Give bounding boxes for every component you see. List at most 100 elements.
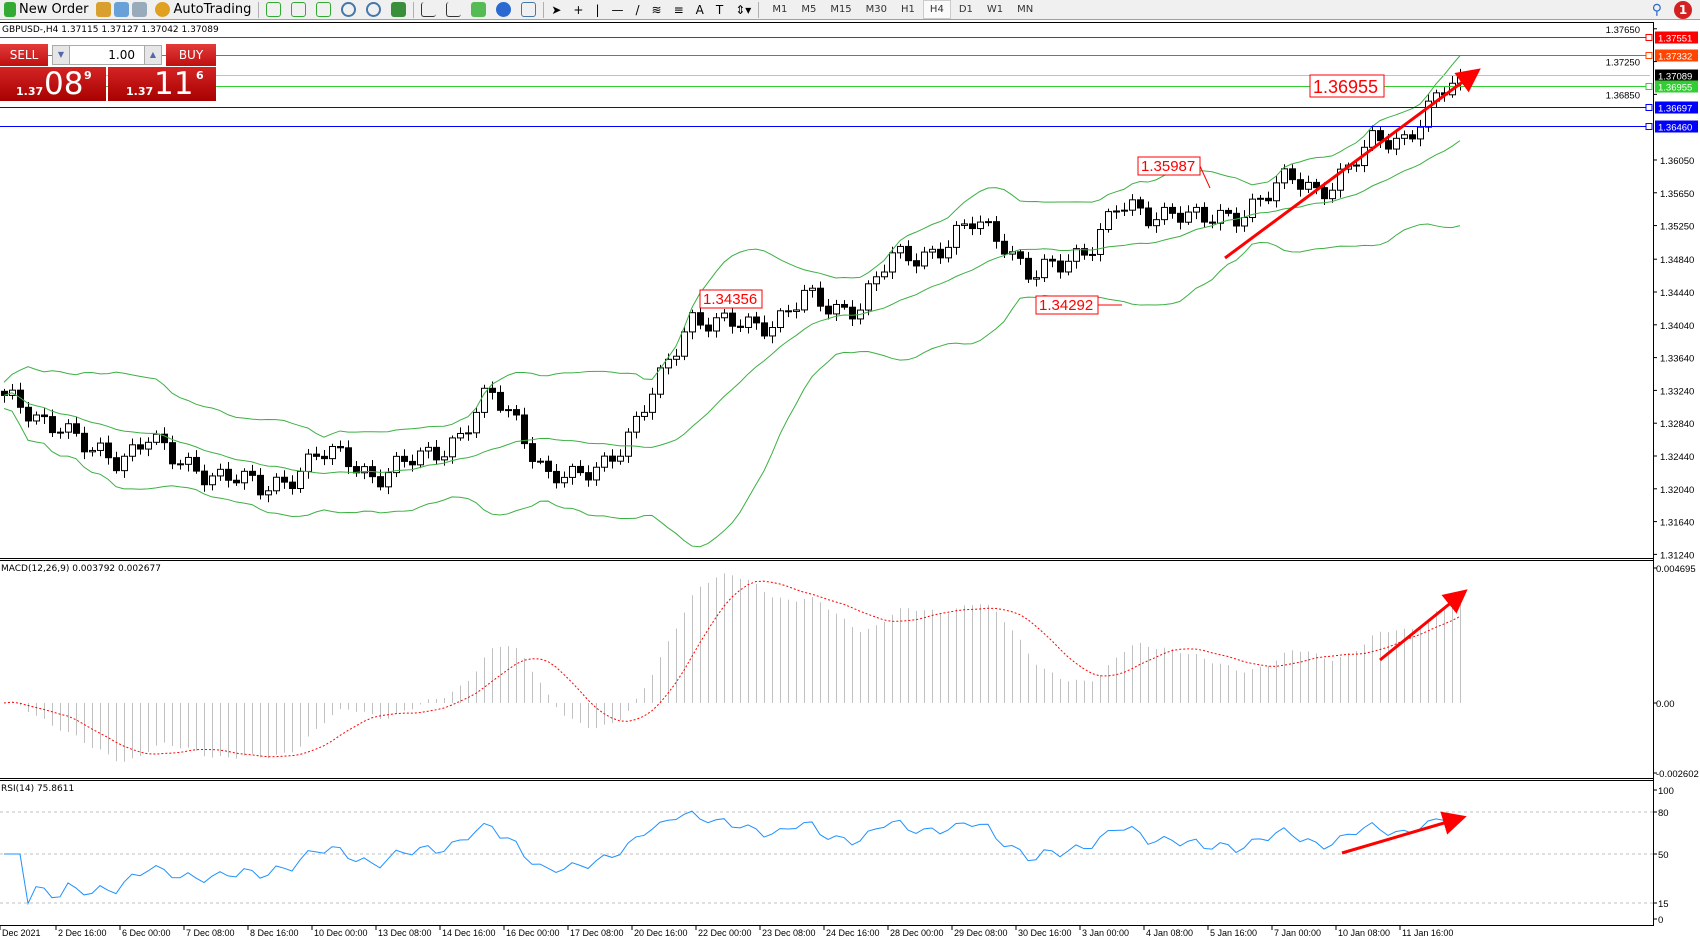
buy-price[interactable]: 1.37 11 6 bbox=[108, 67, 216, 101]
text-icon[interactable]: A bbox=[695, 2, 704, 17]
candle-body bbox=[1241, 217, 1248, 227]
timeframe-m30[interactable]: M30 bbox=[865, 4, 888, 15]
fibonacci-icon[interactable]: ≡ bbox=[673, 2, 684, 17]
price-tick-label: 1.34440 bbox=[1660, 288, 1694, 299]
price-level-tag bbox=[1655, 120, 1698, 133]
macd-label: MACD(12,26,9) 0.003792 0.002677 bbox=[1, 564, 161, 574]
candle-body bbox=[241, 470, 248, 484]
price-level-tag bbox=[1655, 31, 1698, 44]
candle-body bbox=[1193, 206, 1200, 213]
candle bbox=[1049, 255, 1056, 268]
time-tick-label: 11 Jan 16:00 bbox=[1402, 928, 1453, 938]
candle-body bbox=[1033, 277, 1040, 280]
buy-button[interactable]: BUY bbox=[166, 44, 216, 66]
trend-arrow-macd[interactable] bbox=[1379, 589, 1468, 662]
channel-icon[interactable]: ≋ bbox=[651, 2, 662, 17]
search-icon[interactable]: ⚲ bbox=[1651, 2, 1662, 18]
bar-chart-icon[interactable] bbox=[266, 2, 282, 17]
new-order-button[interactable]: New Order bbox=[0, 0, 92, 20]
candle-body bbox=[729, 312, 736, 327]
candle-body bbox=[929, 248, 936, 253]
candle-body bbox=[881, 271, 888, 278]
timeframe-m15[interactable]: M15 bbox=[830, 4, 852, 15]
chart-shift-icon[interactable] bbox=[446, 2, 462, 17]
trend-arrow-rsi[interactable] bbox=[1341, 811, 1467, 855]
candle bbox=[1281, 164, 1288, 189]
autoscroll-icon[interactable] bbox=[421, 2, 437, 17]
lot-increase-button[interactable]: ▲ bbox=[144, 45, 162, 65]
annotation-price: 1.35987 bbox=[1141, 158, 1195, 175]
candle-body bbox=[673, 355, 680, 360]
indicators-icon[interactable] bbox=[471, 2, 487, 17]
timeframe-m5[interactable]: M5 bbox=[801, 4, 817, 15]
level-handle[interactable] bbox=[1645, 34, 1653, 41]
sell-price[interactable]: 1.37 08 9 bbox=[0, 67, 106, 101]
candle bbox=[321, 450, 328, 466]
notifications-badge[interactable]: 1 bbox=[1674, 1, 1692, 19]
line-chart-icon[interactable] bbox=[316, 2, 332, 17]
level-handle[interactable] bbox=[1645, 83, 1653, 90]
candle bbox=[961, 219, 968, 230]
level-handle[interactable] bbox=[1645, 104, 1653, 111]
candle bbox=[969, 216, 976, 236]
timeframe-w1[interactable]: W1 bbox=[986, 4, 1004, 15]
text-label-icon[interactable]: T bbox=[715, 2, 724, 17]
candlestick-icon[interactable] bbox=[291, 2, 307, 17]
zoom-in-icon[interactable] bbox=[341, 2, 357, 17]
sell-button[interactable]: SELL bbox=[0, 44, 48, 66]
trend-arrow-price[interactable] bbox=[1224, 68, 1481, 260]
zoom-out-icon[interactable] bbox=[366, 2, 382, 17]
crosshair-icon[interactable]: + bbox=[573, 2, 584, 17]
lot-decrease-button[interactable]: ▼ bbox=[52, 45, 70, 65]
signal-icon[interactable] bbox=[132, 2, 148, 17]
rsi-tick-label: 50 bbox=[1658, 850, 1669, 861]
candle bbox=[281, 470, 288, 489]
cursor-icon[interactable]: ➤ bbox=[551, 2, 562, 17]
candle bbox=[1017, 248, 1024, 265]
candle bbox=[1409, 130, 1416, 143]
candle-body bbox=[137, 444, 144, 450]
annotation-box[interactable] bbox=[699, 289, 763, 309]
level-handle[interactable] bbox=[1645, 52, 1653, 59]
periods-icon[interactable] bbox=[496, 2, 512, 17]
trendline-icon[interactable]: / bbox=[635, 2, 640, 17]
price-tick-label: 1.31240 bbox=[1660, 550, 1694, 561]
tile-windows-icon[interactable] bbox=[391, 2, 407, 17]
candle-body bbox=[609, 455, 616, 462]
time-tick-label: 7 Dec 08:00 bbox=[186, 928, 235, 938]
candle bbox=[1153, 212, 1160, 233]
candle bbox=[753, 311, 760, 330]
vertical-line-icon[interactable]: | bbox=[595, 2, 600, 17]
timeframe-mn[interactable]: MN bbox=[1017, 4, 1034, 15]
candle-body bbox=[1137, 199, 1144, 209]
candle bbox=[585, 465, 592, 487]
timeframe-m1[interactable]: M1 bbox=[772, 4, 788, 15]
annotation-box[interactable] bbox=[1309, 74, 1385, 98]
candle bbox=[137, 437, 144, 455]
candle-body bbox=[985, 221, 992, 224]
arrows-icon[interactable]: ⇕▾ bbox=[735, 2, 752, 17]
annotation-leader bbox=[1199, 165, 1211, 189]
candle bbox=[233, 474, 240, 486]
horizontal-line-icon[interactable]: — bbox=[611, 2, 624, 17]
candle-body bbox=[1265, 197, 1272, 202]
annotation-box[interactable] bbox=[1137, 156, 1201, 176]
toolbar: New Order AutoTrading ➤ + | — / ≋ ≡ A T … bbox=[0, 0, 1700, 20]
metaeditor-icon[interactable] bbox=[96, 2, 112, 17]
templates-icon[interactable] bbox=[521, 2, 537, 17]
timeframe-h1[interactable]: H1 bbox=[901, 4, 915, 15]
candle bbox=[289, 475, 296, 495]
timeframe-h4[interactable]: H4 bbox=[922, 0, 951, 19]
candle-body bbox=[921, 251, 928, 267]
candle-body bbox=[25, 406, 32, 422]
candle-body bbox=[377, 476, 384, 488]
timeframe-d1[interactable]: D1 bbox=[958, 4, 973, 15]
level-handle[interactable] bbox=[1645, 123, 1653, 130]
navigator-icon[interactable] bbox=[114, 2, 130, 17]
candle-body bbox=[961, 223, 968, 226]
candle bbox=[729, 306, 736, 334]
price-tick-label: 1.36850 bbox=[1606, 90, 1640, 101]
autotrading-button[interactable]: AutoTrading bbox=[151, 0, 255, 20]
annotation-box[interactable] bbox=[1035, 295, 1099, 315]
